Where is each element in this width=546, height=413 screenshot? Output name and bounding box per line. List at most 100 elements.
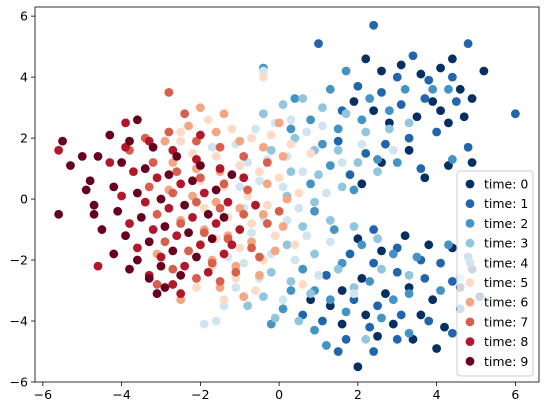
data-point [97,225,107,234]
data-point [333,347,343,356]
data-point [369,106,379,116]
data-point [428,84,438,94]
data-point [349,97,359,106]
data-point [176,127,186,137]
data-point [117,191,127,201]
data-point [247,237,256,247]
legend-marker [465,219,475,228]
data-point [321,341,331,350]
data-point [286,286,296,295]
data-point [180,261,190,271]
data-point [365,276,375,286]
legend-label: time: 0 [484,177,528,192]
data-point [463,142,473,152]
data-point [207,142,217,152]
data-point [235,225,245,234]
data-point [262,200,272,210]
data-point [270,231,280,241]
data-point [298,167,308,177]
data-point [109,249,119,259]
data-point [113,206,123,216]
data-point [168,246,178,256]
data-point [306,179,316,189]
data-point [211,316,221,326]
data-point [239,173,249,183]
data-point [132,188,142,198]
series-7 [125,87,284,289]
data-point [255,167,264,177]
data-point [258,209,268,219]
legend-marker [465,297,475,307]
data-point [310,197,319,207]
data-point [164,87,174,97]
data-point [195,130,205,140]
data-point [286,167,296,177]
x-tick-label: 4 [433,387,441,402]
data-point [447,72,457,82]
data-point [160,283,170,292]
data-point [215,283,225,292]
data-point [255,252,264,262]
data-point [412,252,422,262]
data-point [345,170,355,180]
data-point [266,130,276,140]
data-point [180,109,190,119]
data-point [388,145,398,155]
data-point [274,118,284,128]
data-point [467,94,477,103]
data-point [282,240,292,250]
data-point [455,84,465,94]
data-point [404,289,414,298]
data-point [392,72,402,82]
legend-marker [465,278,475,287]
data-point [325,237,335,247]
data-point [227,124,237,134]
data-point [341,334,351,344]
data-point [251,286,260,295]
data-point [416,69,426,79]
data-point [404,270,414,280]
data-point [243,191,253,201]
data-point [207,234,217,244]
legend-marker [465,179,475,189]
data-point [436,106,445,116]
data-point [377,313,386,323]
data-point [298,264,308,274]
data-point [373,331,382,341]
data-point [412,112,422,122]
data-point [384,106,394,116]
data-point [243,185,253,195]
data-point [369,347,379,356]
data-point [451,97,461,106]
data-point [286,139,296,149]
data-point [262,219,272,228]
data-point [219,249,229,259]
ticks-layer: −6 −4 −2 0 2 4 6 −6 −4 −2 0 2 4 6 [10,9,520,402]
x-tick-label: −6 [34,387,52,402]
data-point [231,283,241,292]
data-point [132,115,142,125]
data-point [447,328,457,338]
data-point [392,334,402,344]
data-point [333,145,343,155]
data-point [176,179,186,189]
data-point [176,136,186,146]
data-point [195,240,205,250]
data-point [349,283,359,292]
data-point [321,188,331,198]
data-point [459,112,469,122]
data-point [436,63,445,73]
data-point [125,264,134,274]
data-point [235,161,245,170]
data-point [262,158,272,167]
data-point [420,273,430,283]
data-point [129,167,138,177]
data-point [140,197,150,207]
data-point [199,188,209,198]
data-point [156,261,166,271]
data-point [373,155,382,164]
data-point [408,51,418,61]
data-point [109,182,119,192]
data-point [219,295,229,305]
